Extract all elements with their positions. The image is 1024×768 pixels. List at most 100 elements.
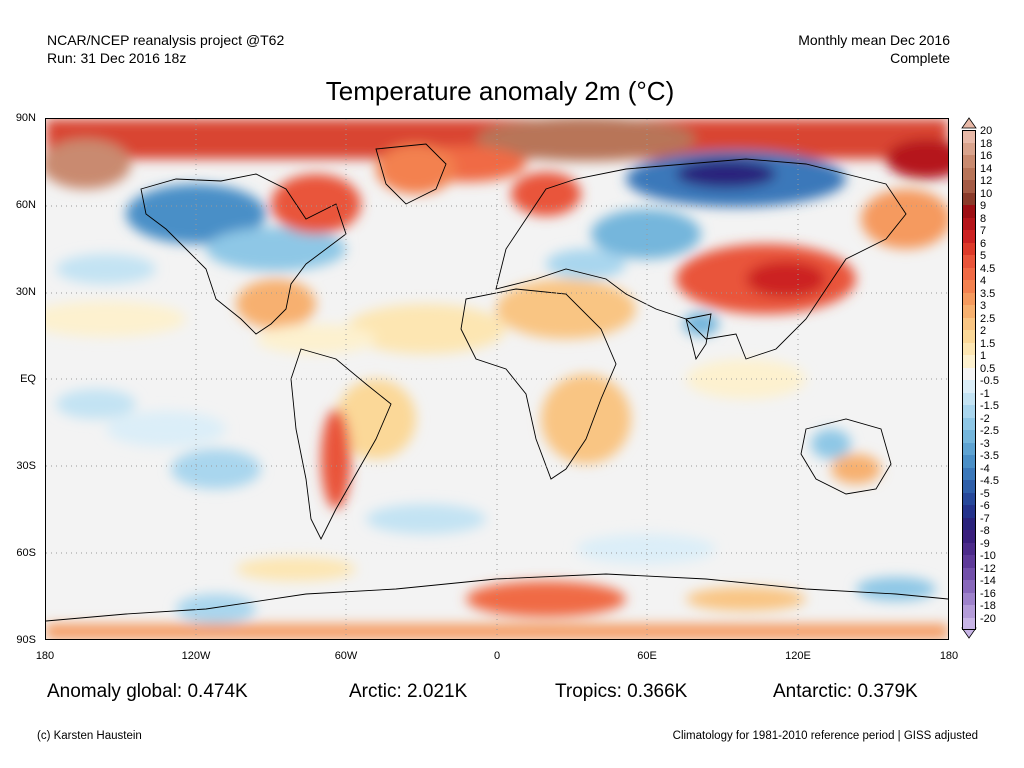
colorbar-label: -2.5 <box>980 425 999 437</box>
colorbar-label: 7 <box>980 225 987 237</box>
colorbar-label: -9 <box>980 537 990 550</box>
lon-label: 0 <box>493 650 501 662</box>
coastlines <box>46 143 948 622</box>
colorbar-swatch <box>962 555 976 568</box>
map-title: Temperature anomaly 2m (°C) <box>325 76 675 106</box>
colorbar-label: 6 <box>980 237 987 250</box>
colorbar-swatch <box>962 230 976 243</box>
colorbar-swatch <box>962 405 976 418</box>
credit-label: (c) Karsten Haustein <box>37 730 142 742</box>
colorbar-label: 9 <box>980 200 987 212</box>
stat-global: Anomaly global: 0.474K <box>47 681 248 702</box>
colorbar-swatch <box>962 580 976 593</box>
anomaly-map-svg <box>46 119 948 639</box>
colorbar-swatch <box>962 305 976 318</box>
colorbar-label: 4 <box>980 275 987 287</box>
colorbar-label: -4.5 <box>980 475 999 487</box>
colorbar-swatch <box>962 167 976 180</box>
colorbar-swatch <box>962 542 976 555</box>
colorbar-label: 10 <box>980 187 993 200</box>
lon-label: 180 <box>35 650 55 662</box>
colorbar-swatch <box>962 292 976 305</box>
colorbar-swatch <box>962 255 976 268</box>
colorbar-label: 5 <box>980 250 987 262</box>
colorbar-label: 18 <box>980 137 993 150</box>
source-label: NCAR/NCEP reanalysis project @T62 <box>47 32 285 48</box>
colorbar-swatch <box>962 267 976 280</box>
colorbar-label: 2 <box>980 325 987 337</box>
colorbar-label: -4 <box>980 462 990 475</box>
colorbar-label: 1 <box>980 350 987 362</box>
colorbar-label: -3 <box>980 437 990 450</box>
colorbar-swatch <box>962 467 976 480</box>
stat-antarctic: Antarctic: 0.379K <box>773 681 918 702</box>
colorbar-top-arrow <box>961 117 977 129</box>
colorbar-label: -10 <box>980 550 996 562</box>
colorbar-label: 0.5 <box>980 362 996 375</box>
colorbar-swatch <box>962 317 976 330</box>
colorbar-swatch <box>962 205 976 218</box>
colorbar-swatch <box>962 130 976 143</box>
colorbar-label: 16 <box>980 150 993 162</box>
colorbar-swatch <box>962 567 976 580</box>
stat-tropics: Tropics: 0.366K <box>555 681 688 702</box>
colorbar-swatch <box>962 605 976 618</box>
stat-arctic: Arctic: 2.021K <box>349 681 468 702</box>
anomaly-field <box>46 119 948 639</box>
colorbar-label: 1.5 <box>980 337 996 350</box>
colorbar-swatch <box>962 280 976 293</box>
colorbar-label: -2 <box>980 412 990 425</box>
colorbar-label: 3 <box>980 300 987 312</box>
colorbar-swatch <box>962 342 976 355</box>
run-label: Run: 31 Dec 2016 18z <box>47 50 187 66</box>
colorbar-label: -7 <box>980 512 990 525</box>
colorbar-label: 2.5 <box>980 312 996 325</box>
colorbar-label: 20 <box>980 125 993 137</box>
colorbar-swatch <box>962 442 976 455</box>
colorbar-swatch <box>962 505 976 518</box>
colorbar-label: -1 <box>980 387 990 400</box>
colorbar-label: 14 <box>980 162 993 175</box>
lat-label: 60S <box>16 547 36 559</box>
colorbar-label: 4.5 <box>980 262 996 275</box>
colorbar-label: -5 <box>980 487 990 500</box>
lon-label: 60E <box>637 650 657 662</box>
lon-label: 120E <box>785 650 811 662</box>
colorbar-swatch <box>962 367 976 380</box>
colorbar-label: -8 <box>980 525 990 537</box>
period-label: Monthly mean Dec 2016 <box>798 32 950 48</box>
climatology-note: Climatology for 1981-2010 reference peri… <box>672 730 978 742</box>
colorbar-swatch <box>962 355 976 368</box>
colorbar-label: -3.5 <box>980 450 999 462</box>
graticule <box>46 119 948 639</box>
colorbar-swatch <box>962 192 976 205</box>
colorbar-swatch <box>962 380 976 393</box>
lat-label: 90N <box>15 112 36 124</box>
colorbar-label: -20 <box>980 612 996 625</box>
lat-label: 30N <box>15 286 36 298</box>
colorbar-label: -14 <box>980 575 996 587</box>
colorbar: 20 18 16 14 12 10 9 8 7 6 5 4.5 4 3.5 3 2.5 2 1.5 1 0.5 -0.5… <box>958 117 1018 640</box>
colorbar-swatch <box>962 330 976 343</box>
lon-label: 180 <box>939 650 959 662</box>
colorbar-swatch <box>962 492 976 505</box>
colorbar-swatch <box>962 530 976 543</box>
lon-label: 120W <box>181 650 211 662</box>
lon-label: 60W <box>334 650 358 662</box>
colorbar-label: -6 <box>980 500 990 512</box>
colorbar-label: -0.5 <box>980 375 999 387</box>
colorbar-label: -18 <box>980 600 996 612</box>
colorbar-swatch <box>962 155 976 168</box>
colorbar-swatch <box>962 217 976 230</box>
colorbar-swatch <box>962 455 976 468</box>
colorbar-label: 3.5 <box>980 287 996 300</box>
lat-label: 60N <box>15 199 36 211</box>
colorbar-swatch <box>962 417 976 430</box>
colorbar-swatch <box>962 242 976 255</box>
colorbar-swatch <box>962 180 976 193</box>
colorbar-swatch <box>962 480 976 493</box>
colorbar-label: -16 <box>980 587 996 600</box>
colorbar-label: -1.5 <box>980 400 999 412</box>
lat-label: EQ <box>20 373 36 385</box>
lat-label: 90S <box>16 634 36 646</box>
